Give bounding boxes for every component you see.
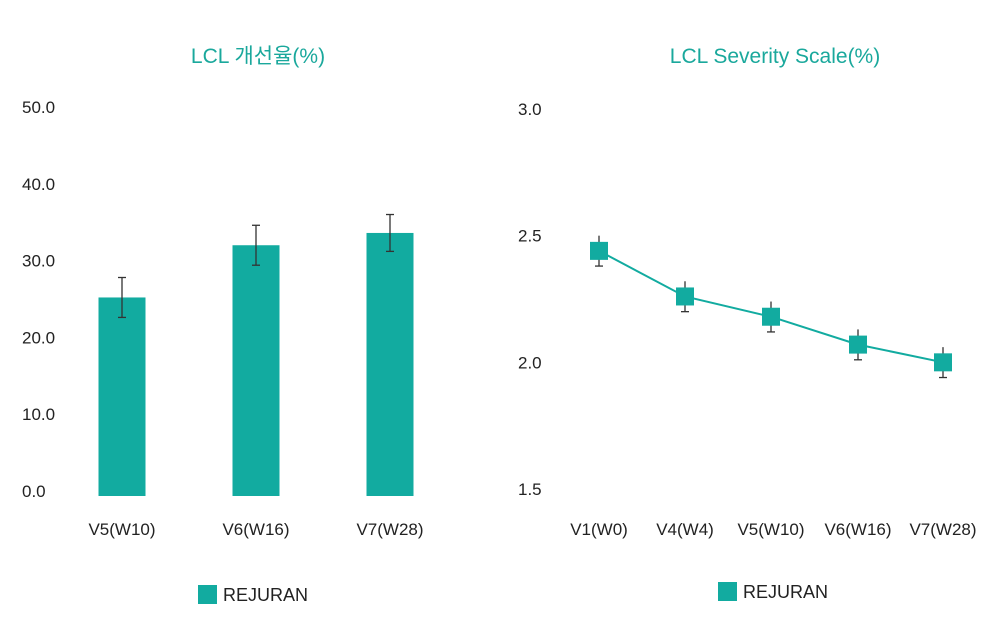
bar bbox=[366, 232, 414, 496]
line-y-tick-label: 1.5 bbox=[518, 480, 542, 499]
bar bbox=[98, 297, 146, 496]
data-point-marker bbox=[676, 287, 694, 306]
bar-y-tick-label: 0.0 bbox=[22, 482, 46, 501]
line-chart-series bbox=[590, 235, 952, 379]
bar-x-tick-label: V7(W28) bbox=[356, 520, 423, 539]
data-point-marker bbox=[934, 353, 952, 372]
line-x-tick-label: V5(W10) bbox=[737, 520, 804, 539]
line-legend-swatch bbox=[718, 582, 737, 601]
bar-chart-y-axis: 50.0 40.0 30.0 20.0 10.0 0.0 bbox=[22, 98, 55, 501]
bar-x-tick-label: V5(W10) bbox=[88, 520, 155, 539]
line-chart: LCL Severity Scale(%) 3.0 2.5 2.0 1.5 V1(W0… bbox=[518, 45, 977, 602]
bar-y-tick-label: 20.0 bbox=[22, 328, 55, 347]
bar bbox=[232, 245, 280, 496]
data-point-marker bbox=[762, 307, 780, 326]
line-y-tick-label: 2.0 bbox=[518, 353, 542, 372]
bar-y-tick-label: 30.0 bbox=[22, 252, 55, 271]
line-x-tick-label: V4(W4) bbox=[656, 520, 714, 539]
bar-chart-bars bbox=[98, 213, 414, 496]
bar-legend-swatch bbox=[198, 585, 217, 604]
data-point-marker bbox=[590, 241, 608, 260]
bar-y-tick-label: 50.0 bbox=[22, 98, 55, 117]
line-y-tick-label: 2.5 bbox=[518, 227, 542, 246]
bar-chart: LCL 개선율(%) 50.0 40.0 30.0 20.0 10.0 0.0 V5(W1… bbox=[22, 45, 424, 605]
line-chart-title: LCL Severity Scale(%) bbox=[670, 45, 880, 68]
line-chart-legend: REJURAN bbox=[718, 582, 828, 602]
bar-x-tick-label: V6(W16) bbox=[222, 520, 289, 539]
bar-y-tick-label: 40.0 bbox=[22, 175, 55, 194]
line-y-tick-label: 3.0 bbox=[518, 100, 542, 119]
bar-y-tick-label: 10.0 bbox=[22, 405, 55, 424]
bar-chart-title: LCL 개선율(%) bbox=[191, 45, 325, 68]
line-chart-x-axis: V1(W0) V4(W4) V5(W10) V6(W16) V7(W28) bbox=[570, 520, 976, 539]
data-point-marker bbox=[849, 335, 867, 354]
line-x-tick-label: V1(W0) bbox=[570, 520, 628, 539]
bar-legend-label: REJURAN bbox=[223, 585, 308, 605]
bar-chart-x-axis: V5(W10) V6(W16) V7(W28) bbox=[88, 520, 423, 539]
line-legend-label: REJURAN bbox=[743, 582, 828, 602]
line-x-tick-label: V7(W28) bbox=[909, 520, 976, 539]
bar-chart-legend: REJURAN bbox=[198, 585, 308, 605]
line-chart-y-axis: 3.0 2.5 2.0 1.5 bbox=[518, 100, 542, 499]
line-x-tick-label: V6(W16) bbox=[824, 520, 891, 539]
